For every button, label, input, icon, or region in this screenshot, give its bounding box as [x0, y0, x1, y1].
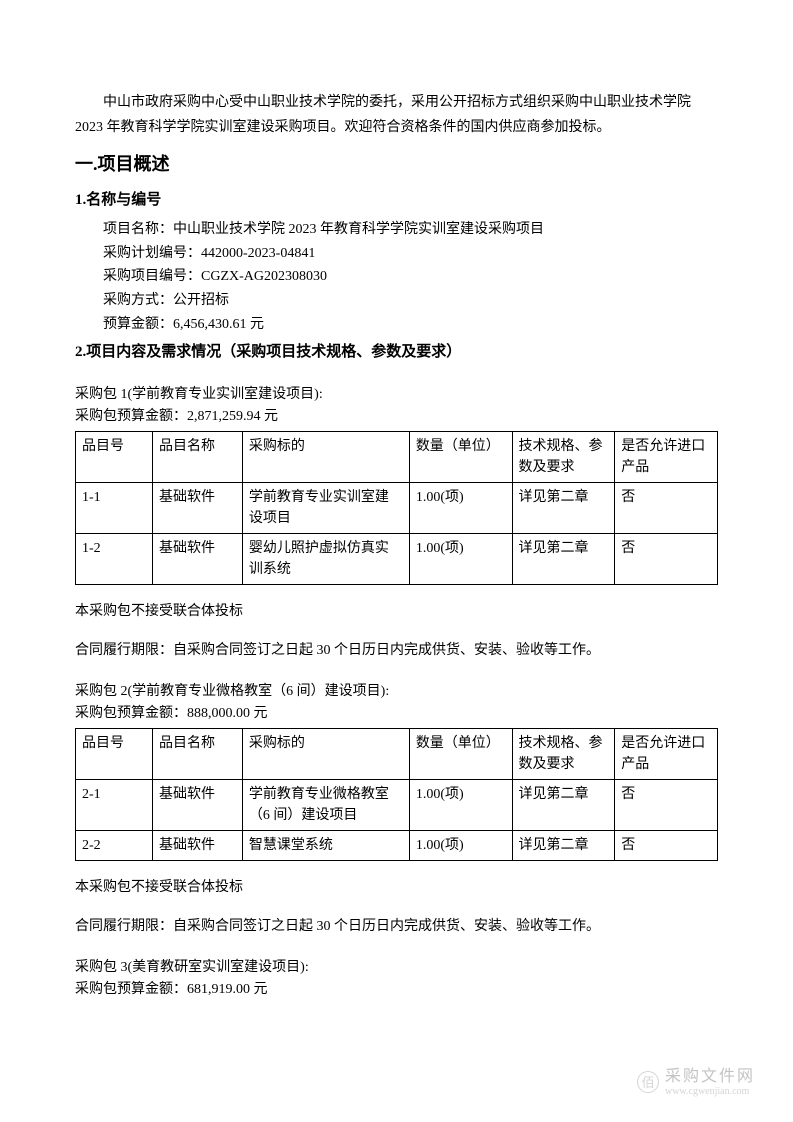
info-value: 公开招标	[173, 293, 229, 308]
th-subject: 采购标的	[242, 431, 409, 482]
th-subject: 采购标的	[242, 728, 409, 779]
th-spec: 技术规格、参数及要求	[512, 431, 615, 482]
th-id: 品目号	[76, 728, 153, 779]
package-2-contract: 合同履行期限：自采购合同签订之日起 30 个日历日内完成供货、安装、验收等工作。	[75, 914, 718, 939]
subsection-1-2-heading: 2.项目内容及需求情况（采购项目技术规格、参数及要求）	[75, 339, 718, 366]
td-spec: 详见第二章	[512, 830, 615, 860]
td-name: 基础软件	[153, 830, 243, 860]
table-row: 1-1 基础软件 学前教育专业实训室建设项目 1.00(项) 详见第二章 否	[76, 482, 718, 533]
section-1-heading: 一.项目概述	[75, 148, 718, 180]
package-2-table: 品目号 品目名称 采购标的 数量（单位） 技术规格、参数及要求 是否允许进口产品…	[75, 728, 718, 861]
info-label: 采购方式：	[103, 293, 173, 308]
table-row: 1-2 基础软件 婴幼儿照护虚拟仿真实训系统 1.00(项) 详见第二章 否	[76, 533, 718, 584]
td-import: 否	[615, 482, 718, 533]
td-id: 2-1	[76, 779, 153, 830]
table-header-row: 品目号 品目名称 采购标的 数量（单位） 技术规格、参数及要求 是否允许进口产品	[76, 431, 718, 482]
td-qty: 1.00(项)	[409, 533, 512, 584]
watermark-main: 采购文件网	[665, 1067, 755, 1086]
package-3-title: 采购包 3(美育教研室实训室建设项目):	[75, 957, 718, 979]
package-2-budget: 采购包预算金额：888,000.00 元	[75, 703, 718, 725]
th-spec: 技术规格、参数及要求	[512, 728, 615, 779]
td-qty: 1.00(项)	[409, 830, 512, 860]
table-header-row: 品目号 品目名称 采购标的 数量（单位） 技术规格、参数及要求 是否允许进口产品	[76, 728, 718, 779]
info-value: 6,456,430.61 元	[173, 317, 264, 332]
table-row: 2-2 基础软件 智慧课堂系统 1.00(项) 详见第二章 否	[76, 830, 718, 860]
table-row: 2-1 基础软件 学前教育专业微格教室（6 间）建设项目 1.00(项) 详见第…	[76, 779, 718, 830]
subsection-1-1-heading: 1.名称与编号	[75, 187, 718, 214]
package-1-title: 采购包 1(学前教育专业实训室建设项目):	[75, 384, 718, 406]
info-label: 采购项目编号：	[103, 269, 201, 284]
td-subject: 智慧课堂系统	[242, 830, 409, 860]
package-2-title: 采购包 2(学前教育专业微格教室（6 间）建设项目):	[75, 681, 718, 703]
package-1-budget: 采购包预算金额：2,871,259.94 元	[75, 406, 718, 428]
td-import: 否	[615, 779, 718, 830]
td-spec: 详见第二章	[512, 779, 615, 830]
intro-paragraph: 中山市政府采购中心受中山职业技术学院的委托，采用公开招标方式组织采购中山职业技术…	[75, 90, 718, 140]
td-spec: 详见第二章	[512, 482, 615, 533]
th-name: 品目名称	[153, 431, 243, 482]
watermark-icon: 佰	[637, 1071, 659, 1093]
td-import: 否	[615, 533, 718, 584]
info-row-budget: 预算金额：6,456,430.61 元	[75, 313, 718, 337]
info-row-project-name: 项目名称：中山职业技术学院 2023 年教育科学学院实训室建设采购项目	[75, 218, 718, 242]
info-row-plan-number: 采购计划编号：442000-2023-04841	[75, 242, 718, 266]
td-id: 1-1	[76, 482, 153, 533]
package-3-budget: 采购包预算金额：681,919.00 元	[75, 979, 718, 1001]
td-name: 基础软件	[153, 482, 243, 533]
th-import: 是否允许进口产品	[615, 431, 718, 482]
info-label: 预算金额：	[103, 317, 173, 332]
td-name: 基础软件	[153, 779, 243, 830]
watermark: 佰 采购文件网 www.cgwenjian.com	[637, 1067, 755, 1098]
td-subject: 学前教育专业微格教室（6 间）建设项目	[242, 779, 409, 830]
td-spec: 详见第二章	[512, 533, 615, 584]
watermark-text: 采购文件网 www.cgwenjian.com	[665, 1067, 755, 1098]
info-label: 采购计划编号：	[103, 246, 201, 261]
info-value: CGZX-AG202308030	[201, 269, 327, 284]
package-1-table: 品目号 品目名称 采购标的 数量（单位） 技术规格、参数及要求 是否允许进口产品…	[75, 431, 718, 585]
watermark-url: www.cgwenjian.com	[665, 1086, 755, 1098]
th-id: 品目号	[76, 431, 153, 482]
td-qty: 1.00(项)	[409, 779, 512, 830]
th-import: 是否允许进口产品	[615, 728, 718, 779]
td-id: 1-2	[76, 533, 153, 584]
th-name: 品目名称	[153, 728, 243, 779]
td-subject: 婴幼儿照护虚拟仿真实训系统	[242, 533, 409, 584]
td-qty: 1.00(项)	[409, 482, 512, 533]
info-label: 项目名称：	[103, 222, 173, 237]
info-value: 442000-2023-04841	[201, 246, 315, 261]
info-row-project-number: 采购项目编号：CGZX-AG202308030	[75, 265, 718, 289]
td-import: 否	[615, 830, 718, 860]
th-qty: 数量（单位）	[409, 728, 512, 779]
info-row-method: 采购方式：公开招标	[75, 289, 718, 313]
td-id: 2-2	[76, 830, 153, 860]
th-qty: 数量（单位）	[409, 431, 512, 482]
package-2-note: 本采购包不接受联合体投标	[75, 875, 718, 900]
package-1-contract: 合同履行期限：自采购合同签订之日起 30 个日历日内完成供货、安装、验收等工作。	[75, 638, 718, 663]
info-value: 中山职业技术学院 2023 年教育科学学院实训室建设采购项目	[173, 222, 544, 237]
td-name: 基础软件	[153, 533, 243, 584]
td-subject: 学前教育专业实训室建设项目	[242, 482, 409, 533]
package-1-note: 本采购包不接受联合体投标	[75, 599, 718, 624]
